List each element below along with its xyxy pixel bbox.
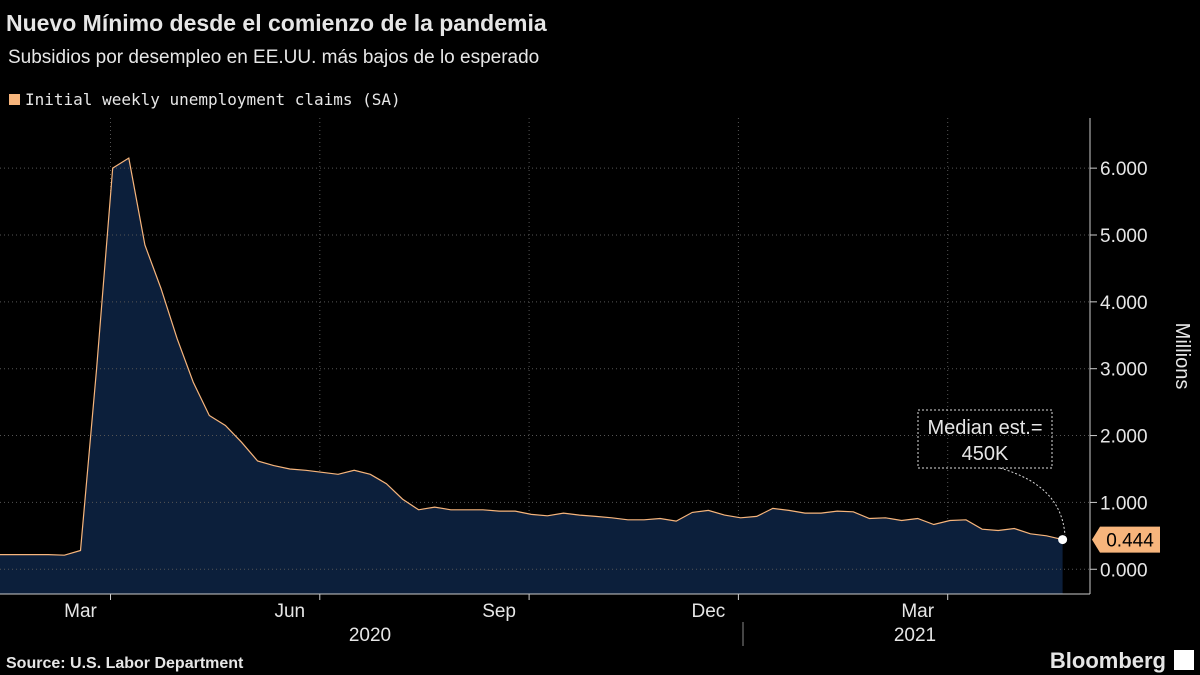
- brand-icon: [1174, 650, 1194, 670]
- legend-swatch: [9, 94, 20, 105]
- y-tick-label: 3.000: [1100, 360, 1148, 381]
- y-tick-label: 4.000: [1100, 293, 1148, 314]
- annotation-connector: [999, 467, 1066, 536]
- annotation-text: Median est.=: [927, 417, 1042, 439]
- x-tick-label: Mar: [64, 601, 97, 622]
- y-tick-label: 5.000: [1100, 226, 1148, 247]
- y-axis-label: Millions: [1171, 323, 1193, 390]
- series-line: [0, 157, 1063, 556]
- y-tick-label: 0.000: [1100, 560, 1148, 581]
- y-tick-label: 2.000: [1100, 427, 1148, 448]
- x-tick-label: Jun: [274, 601, 305, 622]
- last-point: [1058, 535, 1068, 545]
- annotation-text: 450K: [962, 443, 1009, 465]
- area-fill: [0, 158, 1063, 594]
- brand: Bloomberg: [1050, 648, 1166, 673]
- chart-title: Nuevo Mínimo desde el comienzo de la pan…: [6, 10, 547, 36]
- value-label: 0.444: [1106, 531, 1154, 552]
- chart-subtitle: Subsidios por desempleo en EE.UU. más ba…: [8, 47, 539, 68]
- x-tick-label: Mar: [901, 601, 934, 622]
- x-group-label: 2020: [349, 625, 391, 646]
- x-tick-label: Sep: [482, 601, 516, 622]
- y-tick-label: 1.000: [1100, 493, 1148, 514]
- legend-label: Initial weekly unemployment claims (SA): [25, 90, 401, 109]
- x-tick-label: Dec: [692, 601, 726, 622]
- y-tick-label: 6.000: [1100, 159, 1148, 180]
- value-flag: [1092, 526, 1160, 553]
- source: Source: U.S. Labor Department: [6, 655, 244, 672]
- x-group-label: 2021: [894, 625, 936, 646]
